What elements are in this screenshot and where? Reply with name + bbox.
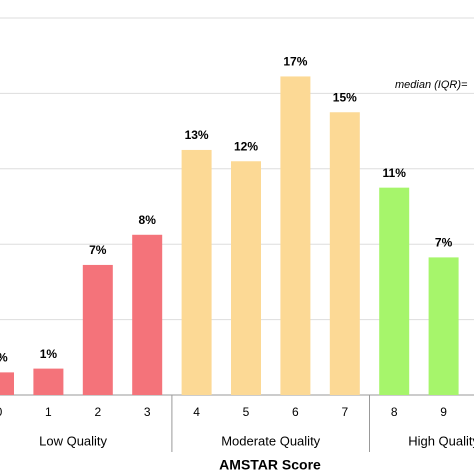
value-label: 7% bbox=[89, 243, 107, 257]
x-tick-label: 9 bbox=[440, 405, 447, 419]
x-tick-label: 2 bbox=[94, 405, 101, 419]
x-tick-label: 8 bbox=[391, 405, 398, 419]
bar bbox=[329, 112, 360, 395]
x-tick-label: 0 bbox=[0, 405, 3, 419]
bar bbox=[379, 187, 410, 395]
value-label: 13% bbox=[185, 128, 209, 142]
x-tick-label: 3 bbox=[144, 405, 151, 419]
value-label: 8% bbox=[139, 213, 157, 227]
value-label: 12% bbox=[234, 139, 258, 153]
group-label: High Quality bbox=[408, 433, 474, 448]
bar bbox=[132, 234, 163, 395]
bar bbox=[0, 372, 14, 395]
annotation: median (IQR)= bbox=[395, 79, 468, 91]
x-tick-label: 1 bbox=[45, 405, 52, 419]
bar bbox=[231, 161, 261, 395]
x-tick-label: 7 bbox=[341, 405, 348, 419]
bar bbox=[280, 76, 311, 395]
value-label: 15% bbox=[333, 90, 357, 104]
bar bbox=[428, 257, 459, 395]
group-label: Moderate Quality bbox=[221, 433, 320, 448]
value-label: 11% bbox=[383, 166, 407, 180]
value-label: 17% bbox=[283, 55, 307, 69]
bar bbox=[82, 264, 113, 395]
x-axis-title: AMSTAR Score bbox=[219, 457, 321, 473]
x-tick-label: 6 bbox=[292, 405, 299, 419]
x-tick-label: 4 bbox=[193, 405, 200, 419]
bar bbox=[181, 149, 212, 395]
x-tick-label: 5 bbox=[243, 405, 250, 419]
group-label: Low Quality bbox=[39, 433, 107, 448]
bar bbox=[33, 368, 64, 395]
value-label: 1% bbox=[40, 347, 58, 361]
value-label: 7% bbox=[435, 236, 453, 250]
value-label: 1% bbox=[0, 351, 8, 365]
